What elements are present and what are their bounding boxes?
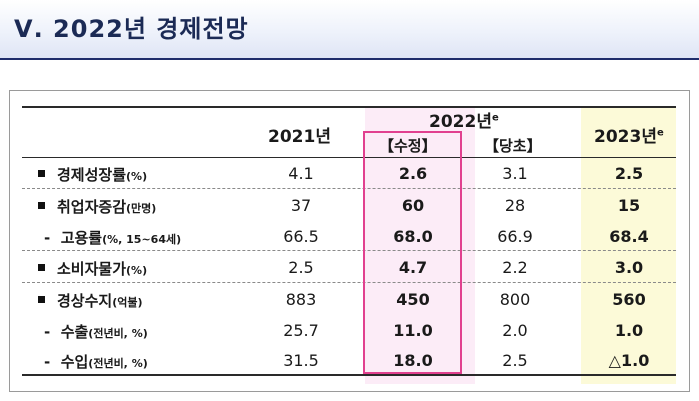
table-frame [9, 90, 690, 392]
row-label-cpi: 소비자물가(%) [38, 258, 147, 279]
header-initial: 【당초】 [484, 137, 542, 155]
title-bar: Ⅴ. 2022년 경제전망 [0, 0, 699, 58]
cell-employment-change-2023: 15 [617, 196, 641, 215]
forecast-2023-column-highlight [581, 106, 676, 384]
cell-employment-rate-2021: 66.5 [283, 227, 319, 246]
header-2023-superscript: e [656, 127, 664, 139]
rule-row-1 [22, 188, 676, 189]
cell-current-account-2023: 560 [612, 290, 646, 309]
rule-row-4 [22, 282, 676, 283]
cell-employment-rate-initial: 66.9 [497, 227, 533, 246]
cell-current-account-initial: 800 [499, 290, 531, 309]
row-label-current-account: 경상수지(억불) [38, 290, 143, 311]
header-2022: 2022년e [429, 112, 499, 132]
row-label-imports: - 수입(전년비, %) [44, 353, 148, 371]
row-label-gdp: 경제성장률(%) [38, 164, 147, 185]
cell-cpi-2023: 3.0 [614, 258, 644, 277]
bullet-icon [38, 202, 45, 209]
bullet-icon [38, 264, 45, 271]
header-revised: 【수정】 [379, 137, 437, 155]
title-underline [0, 58, 699, 60]
cell-employment-change-initial: 28 [504, 196, 526, 215]
cell-imports-2023: △1.0 [608, 351, 650, 370]
rule-bottom [22, 374, 676, 376]
cell-cpi-initial: 2.2 [502, 258, 528, 277]
cell-employment-change-revised: 60 [401, 196, 425, 215]
cell-exports-2021: 25.7 [283, 321, 319, 340]
rule-header-bottom [22, 157, 676, 158]
row-label-employment-change: 취업자증감(만명) [38, 196, 156, 217]
cell-exports-2023: 1.0 [614, 321, 644, 340]
rule-row-3 [22, 250, 676, 251]
cell-gdp-revised: 2.6 [398, 164, 428, 183]
revised-column-box [363, 131, 462, 374]
cell-gdp-initial: 3.1 [502, 164, 528, 183]
cell-imports-revised: 18.0 [393, 351, 433, 370]
cell-gdp-2021: 4.1 [288, 164, 314, 183]
row-label-employment-rate: - 고용률(%, 15~64세) [44, 229, 182, 247]
cell-employment-rate-revised: 68.0 [393, 227, 433, 246]
cell-exports-initial: 2.0 [502, 321, 528, 340]
cell-current-account-2021: 883 [285, 290, 317, 309]
cell-exports-revised: 11.0 [393, 321, 433, 340]
rule-top [22, 106, 676, 108]
cell-imports-initial: 2.5 [502, 351, 528, 370]
bullet-icon [38, 170, 45, 177]
bullet-icon [38, 296, 45, 303]
revised-column-highlight [365, 106, 475, 384]
page-title: Ⅴ. 2022년 경제전망 [14, 15, 249, 43]
cell-employment-change-2021: 37 [290, 196, 312, 215]
header-2023: 2023년e [594, 127, 664, 147]
cell-cpi-revised: 4.7 [398, 258, 428, 277]
header-2022-superscript: e [491, 112, 499, 124]
cell-current-account-revised: 450 [396, 290, 430, 309]
header-2021: 2021년 [268, 127, 331, 147]
cell-gdp-2023: 2.5 [614, 164, 644, 183]
cell-employment-rate-2023: 68.4 [609, 227, 649, 246]
cell-imports-2021: 31.5 [283, 351, 319, 370]
cell-cpi-2021: 2.5 [288, 258, 314, 277]
row-label-exports: - 수출(전년비, %) [44, 323, 148, 341]
